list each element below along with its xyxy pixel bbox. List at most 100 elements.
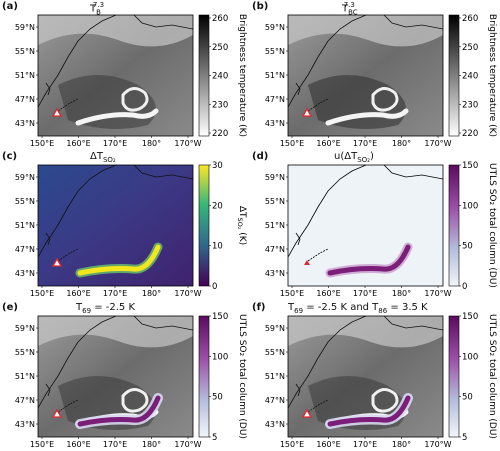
lat-label: 47°N (265, 396, 285, 405)
panel-e: (e) T69 = -2.5 K 59°N 55°N 51°N 47°N 43°N 150… (0, 301, 250, 451)
lat-label: 59°N (265, 23, 285, 32)
volcano-marker (51, 257, 63, 267)
coastline-north (383, 15, 443, 30)
lat-label: 51°N (15, 71, 35, 80)
volcano-marker (51, 408, 63, 418)
lat-label: 43°N (265, 269, 285, 278)
map-frame (37, 315, 194, 438)
map-frame (37, 14, 194, 137)
colorbar-tick-label: 5 (212, 433, 217, 443)
colorbar-tick-label: 240 (212, 72, 228, 82)
cloud-band (38, 316, 193, 348)
colorbar-label: UTLS SO₂ total column (DU) (487, 163, 497, 288)
coastline-north (133, 15, 193, 30)
coastline-kamchatka (38, 15, 117, 108)
lat-label: 59°N (15, 324, 35, 333)
colorbar-label: Brightness temperature (K) (237, 14, 247, 137)
colorbar-tick-label: 220 (462, 129, 478, 139)
lon-label: 160°E (66, 139, 90, 148)
lon-label: 180° (392, 440, 411, 449)
lat-label: 51°N (265, 71, 285, 80)
lon-label: 180° (142, 139, 161, 148)
lat-label: 55°N (15, 47, 35, 56)
cyclone-swirl (121, 87, 149, 112)
colorbar-tick-label: 230 (212, 100, 228, 110)
volcano-marker (304, 260, 310, 265)
panel-d: (d) u(ΔTSO₂) 59°N 55°N 51°N 47°N 43°N 150°E 16… (250, 150, 500, 300)
map-content (288, 15, 443, 136)
lon-label: 180° (392, 139, 411, 148)
map-frame (287, 315, 444, 438)
volcano-marker (301, 107, 313, 117)
lon-label: 160°E (66, 289, 90, 298)
lon-label: 170°W (424, 139, 451, 148)
colorbar (448, 315, 460, 438)
colorbar-tick-label: 0 (462, 282, 467, 292)
lat-label: 47°N (15, 245, 35, 254)
coastline-kurils (57, 98, 79, 112)
coastline-sakhalin (295, 232, 301, 246)
colorbar-tick-label: 0 (212, 282, 217, 292)
colorbar (198, 14, 210, 137)
lat-label: 43°N (15, 119, 35, 128)
lat-label: 43°N (15, 269, 35, 278)
colorbar-label: UTLS SO₂ total column (DU) (237, 314, 247, 439)
volcano-marker (301, 408, 313, 418)
cyclone-swirl (121, 388, 149, 413)
colorbar-tick-label: 260 (212, 14, 228, 24)
lon-label: 180° (392, 289, 411, 298)
panel-label: (b) (252, 1, 269, 12)
panel-title: TB7.3 (90, 1, 105, 17)
panel-b: (b) TBC7.3 59°N 55°N 51°N 47°N 43°N 150°E 160°… (250, 0, 500, 150)
map-frame (287, 164, 444, 287)
coastline-kamchatka (38, 165, 117, 258)
panel-title: T69 = -2.5 K (76, 302, 136, 315)
coastline-north (383, 316, 443, 331)
colorbar-tick-label: 5 (462, 433, 467, 443)
colorbar-label: ΔTSO₂ (K) (236, 206, 247, 245)
colorbar (198, 164, 210, 287)
map-a: 59°N 55°N 51°N 47°N 43°N 150°E 160°E 170°E 180° 1… (15, 14, 247, 148)
lon-label: 170°E (103, 289, 127, 298)
map-content (288, 165, 443, 286)
colorbar-tick-label: 50 (212, 393, 223, 403)
lon-label: 160°E (66, 440, 90, 449)
lat-label: 59°N (265, 173, 285, 182)
coastline-north (383, 165, 443, 180)
panel-a: (a) TB7.3 59°N 55°N 51°N 47°N 43°N 150°E 160°E… (0, 0, 250, 150)
colorbar-tick-label: 20 (212, 201, 223, 211)
lon-label: 160°E (316, 289, 340, 298)
panel-label: (f) (252, 302, 266, 313)
colorbar-tick-label: 220 (212, 129, 228, 139)
lon-label: 170°W (424, 289, 451, 298)
coastline-sakhalin (45, 383, 51, 397)
map-frame (37, 164, 194, 287)
bright-band (75, 108, 159, 126)
lat-label: 43°N (15, 420, 35, 429)
coastline-north (133, 165, 193, 180)
lat-label: 47°N (265, 245, 285, 254)
lon-label: 150°E (280, 139, 304, 148)
map-content (288, 316, 443, 437)
lon-label: 170°E (103, 139, 127, 148)
coastline-kamchatka (38, 316, 117, 409)
panel-title: TBC7.3 (342, 1, 358, 17)
colorbar-tick-label: 250 (212, 43, 228, 53)
coastline-kamchatka (288, 165, 367, 258)
colorbar-tick-label: 240 (462, 72, 478, 82)
lon-label: 160°E (316, 139, 340, 148)
colorbar-tick-label: 100 (462, 352, 478, 362)
map-frame (287, 14, 444, 137)
colorbar-tick-label: 150 (462, 161, 478, 171)
coastline-kurils (57, 248, 79, 262)
lat-label: 59°N (265, 324, 285, 333)
bright-band (325, 108, 409, 126)
colorbar-tick-label: 250 (462, 43, 478, 53)
coastline-sakhalin (295, 82, 301, 96)
lat-label: 55°N (15, 348, 35, 357)
panel-title: T69 = -2.5 K and T86 = 3.5 K (288, 302, 428, 315)
cloud-band (38, 15, 193, 47)
panel-title: ΔTSO₂ (90, 151, 116, 164)
map-b: 59°N 55°N 51°N 47°N 43°N 150°E 160°E 170°E 180° 1… (265, 14, 497, 148)
coastline-kurils (57, 399, 79, 413)
